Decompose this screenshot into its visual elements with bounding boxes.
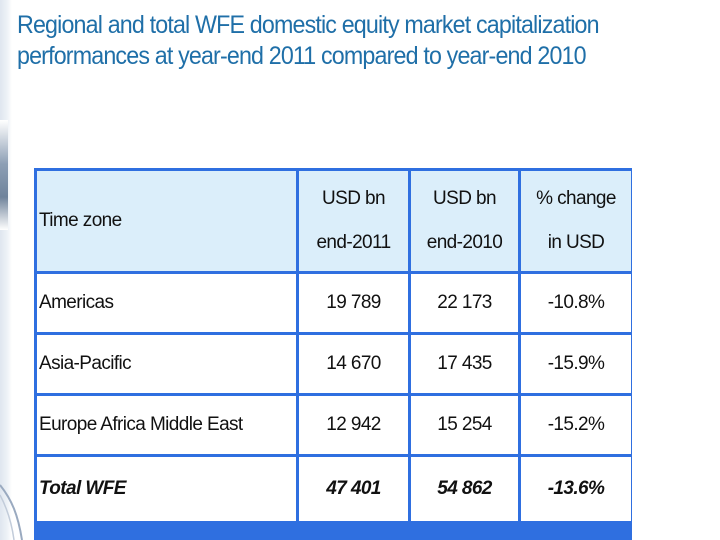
row-zone: Americas: [37, 274, 296, 332]
corner-swoosh-decoration: [0, 484, 23, 540]
header-pct-change-line2: in USD: [547, 232, 605, 253]
total-end2010: 54 862: [411, 457, 518, 521]
row-end2010: 15 254: [411, 396, 518, 454]
header-pct-change-line1: % change: [536, 188, 616, 209]
header-usd-2011-line1: USD bn: [322, 188, 386, 209]
row-end2011: 19 789: [299, 274, 408, 332]
total-end2011: 47 401: [299, 457, 408, 521]
header-usd-2010-line2: end-2010: [426, 232, 503, 253]
row-end2011: 14 670: [299, 335, 408, 393]
table-row: Americas 19 789 22 173 -10.8%: [37, 274, 631, 332]
slide-title: Regional and total WFE domestic equity m…: [17, 11, 600, 70]
row-end2010: 22 173: [411, 274, 518, 332]
total-zone: Total WFE: [37, 457, 296, 521]
market-cap-table: Time zone USD bn end-2011 USD bn end-201…: [34, 168, 634, 524]
row-change: -15.9%: [521, 335, 631, 393]
total-change: -13.6%: [521, 457, 631, 521]
row-zone: Asia-Pacific: [37, 335, 296, 393]
row-change: -10.8%: [521, 274, 631, 332]
header-usd-2010-line1: USD bn: [433, 188, 497, 209]
row-change: -15.2%: [521, 396, 631, 454]
row-end2011: 12 942: [299, 396, 408, 454]
data-table-frame: Time zone USD bn end-2011 USD bn end-201…: [34, 168, 632, 540]
header-pct-change: % change in USD: [521, 171, 631, 271]
table-row: Asia-Pacific 14 670 17 435 -15.9%: [37, 335, 631, 393]
header-time-zone: Time zone: [37, 171, 296, 271]
table-header-row: Time zone USD bn end-2011 USD bn end-201…: [37, 171, 631, 271]
table-row: Europe Africa Middle East 12 942 15 254 …: [37, 396, 631, 454]
row-end2010: 17 435: [411, 335, 518, 393]
row-zone: Europe Africa Middle East: [37, 396, 296, 454]
header-usd-2010: USD bn end-2010: [411, 171, 518, 271]
header-usd-2011-line2: end-2011: [316, 232, 391, 253]
left-edge-shade: [0, 120, 8, 230]
table-total-row: Total WFE 47 401 54 862 -13.6%: [37, 457, 631, 521]
header-usd-2011: USD bn end-2011: [299, 171, 408, 271]
